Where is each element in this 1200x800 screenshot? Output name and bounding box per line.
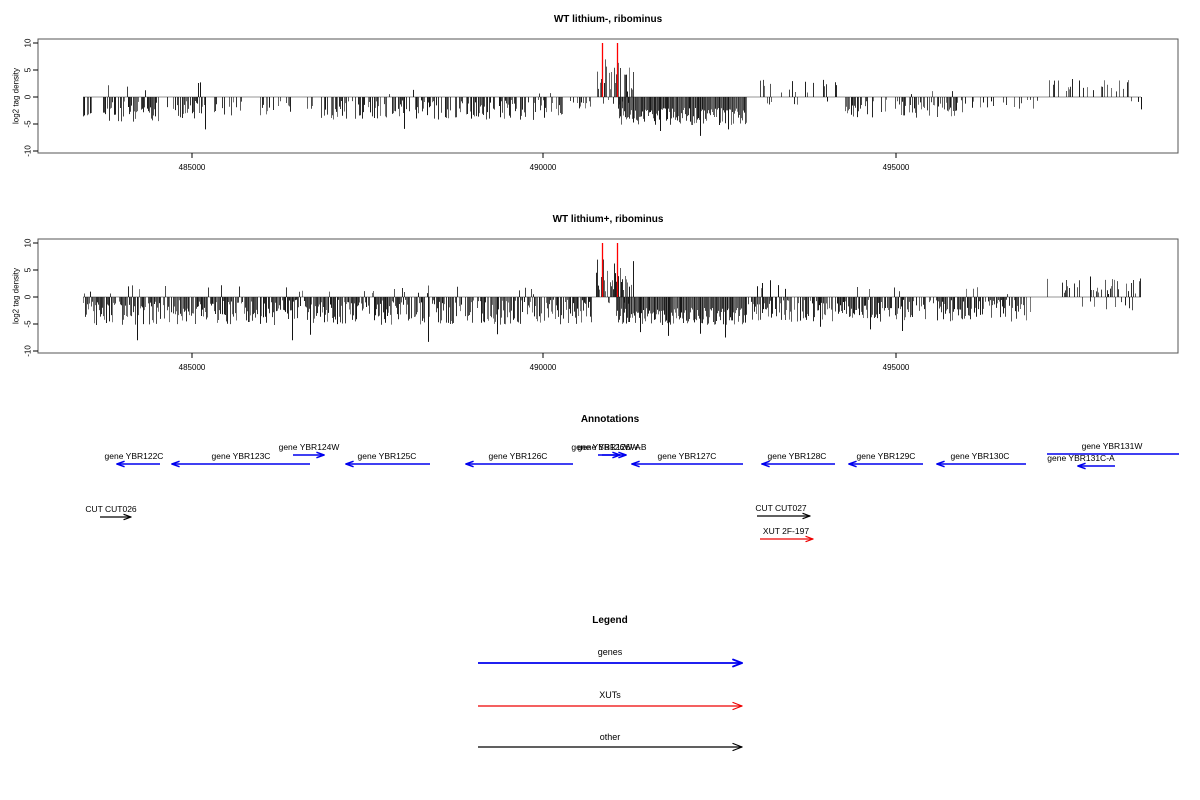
cut-label: CUT CUT026 xyxy=(85,504,137,514)
gene-label: gene YBR123C xyxy=(212,451,271,461)
gene-arrow xyxy=(171,460,310,468)
tag-density-bars xyxy=(83,43,1142,136)
gene-arrow xyxy=(465,460,573,468)
y-tick-label: -5 xyxy=(24,320,33,328)
gene-label: gene YBR131W xyxy=(1082,441,1143,451)
gene-annotation: gene YBR131C-A xyxy=(1047,453,1115,470)
legend-arrow xyxy=(478,742,743,752)
gene-label: gene YBR129C xyxy=(857,451,916,461)
cut-label: CUT CUT027 xyxy=(755,503,807,513)
y-tick-label: -10 xyxy=(24,345,33,357)
gene-label: gene YBR131C-A xyxy=(1047,453,1115,463)
legend-arrow xyxy=(478,701,743,711)
legend-item: other xyxy=(478,732,743,752)
annotations-title: Annotations xyxy=(581,414,640,425)
x-tick-label: 495000 xyxy=(883,363,910,372)
plot-box xyxy=(37,238,1179,354)
y-tick-label: 0 xyxy=(24,94,33,99)
gene-arrow xyxy=(602,451,627,459)
plot-box xyxy=(37,38,1179,154)
x-tick-label: 490000 xyxy=(530,363,557,372)
xut-label: XUT 2F-197 xyxy=(763,526,809,536)
y-tick-label: 10 xyxy=(24,238,33,247)
gene-annotation: gene YBR130C xyxy=(936,451,1026,468)
legend-item: genes xyxy=(478,647,743,668)
gene-arrow xyxy=(848,460,923,468)
gene-label: gene YBR130C xyxy=(951,451,1010,461)
legend-title: Legend xyxy=(592,615,628,626)
legend-item: XUTs xyxy=(478,690,743,711)
gene-label: gene YBR124W xyxy=(279,442,340,452)
panel-title: WT lithium+, ribominus xyxy=(553,214,664,225)
gene-annotation: gene YBR124W xyxy=(279,442,340,459)
y-axis-label: log2 tag density xyxy=(12,68,21,124)
gene-label: gene YBR125C xyxy=(358,451,417,461)
y-tick-label: 5 xyxy=(24,67,33,72)
gene-arrow xyxy=(116,460,160,468)
gene-annotation: gene YBR126C xyxy=(465,451,573,468)
y-tick-label: 10 xyxy=(24,38,33,47)
y-axis-label: log2 tag density xyxy=(12,268,21,324)
gene-annotation: gene YBR131W xyxy=(1047,441,1179,455)
x-tick-label: 485000 xyxy=(179,363,206,372)
gene-arrow xyxy=(631,460,743,468)
gene-label: gene YBR122C xyxy=(105,451,164,461)
legend-arrow xyxy=(478,658,743,668)
gene-annotation: gene YBR126W-B xyxy=(577,442,647,459)
legend: Legend genes XUTs other xyxy=(478,615,743,752)
gene-annotation: gene YBR123C xyxy=(171,451,310,468)
x-tick-label: 490000 xyxy=(530,163,557,172)
tag-density-bars xyxy=(83,243,1141,342)
y-tick-label: 5 xyxy=(24,267,33,272)
gene-label: gene YBR126W-B xyxy=(577,442,646,452)
gene-label: gene YBR127C xyxy=(658,451,717,461)
legend-item-label: genes xyxy=(598,647,623,657)
y-tick-label: -10 xyxy=(24,145,33,157)
gene-arrow xyxy=(761,460,835,468)
panel-title: WT lithium-, ribominus xyxy=(554,14,663,25)
density-panel-2: 10 5 0 -5 -10 485000 490000 495000 log2 tag dens… xyxy=(12,214,1179,372)
x-tick-label: 485000 xyxy=(179,163,206,172)
gene-label: gene YBR128C xyxy=(768,451,827,461)
gene-arrow xyxy=(293,451,325,459)
gene-arrow xyxy=(936,460,1026,468)
cut-annotation: CUT CUT026 xyxy=(85,504,137,521)
density-panel-1: 10 5 0 -5 -10 485000 490000 495000 log2 tag dens… xyxy=(12,14,1179,172)
annotations-track: Annotations gene YBR122C gene YBR123C gene … xyxy=(85,414,1179,543)
gene-label: gene YBR126W-A xyxy=(571,442,640,452)
legend-item-label: XUTs xyxy=(599,690,621,700)
y-tick-label: 0 xyxy=(24,294,33,299)
gene-annotation: gene YBR122C xyxy=(105,451,164,468)
y-tick-label: -5 xyxy=(24,120,33,128)
gene-label: gene YBR126C xyxy=(489,451,548,461)
cut-arrow xyxy=(100,513,132,521)
xut-arrow xyxy=(760,535,814,543)
gene-annotation: gene YBR127C xyxy=(631,451,743,468)
gene-arrow xyxy=(345,460,430,468)
cut-arrow xyxy=(757,512,811,520)
x-tick-label: 495000 xyxy=(883,163,910,172)
cut-annotation: CUT CUT027 xyxy=(755,503,811,520)
gene-annotation: gene YBR128C xyxy=(761,451,835,468)
legend-item-label: other xyxy=(600,732,621,742)
xut-annotation: XUT 2F-197 xyxy=(760,526,814,543)
gene-annotation: gene YBR129C xyxy=(848,451,923,468)
gene-arrow xyxy=(1077,462,1115,470)
gene-annotation: gene YBR125C xyxy=(345,451,430,468)
